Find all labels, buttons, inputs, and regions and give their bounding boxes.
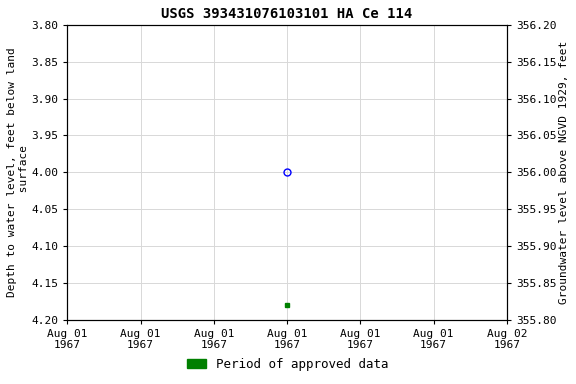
- Legend: Period of approved data: Period of approved data: [183, 353, 393, 376]
- Y-axis label: Depth to water level, feet below land
 surface: Depth to water level, feet below land su…: [7, 47, 29, 297]
- Y-axis label: Groundwater level above NGVD 1929, feet: Groundwater level above NGVD 1929, feet: [559, 41, 569, 304]
- Title: USGS 393431076103101 HA Ce 114: USGS 393431076103101 HA Ce 114: [161, 7, 412, 21]
